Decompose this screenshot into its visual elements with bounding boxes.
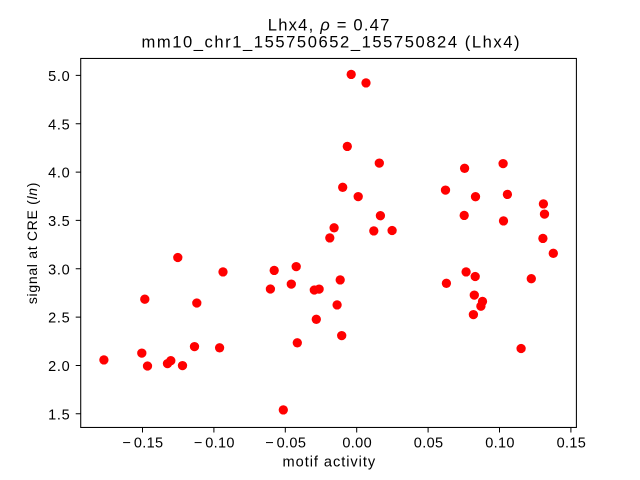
svg-text:4.5: 4.5 [48,117,70,133]
svg-text:2.5: 2.5 [48,311,70,327]
svg-text:motif activity: motif activity [283,454,377,470]
svg-text:−0.10: −0.10 [194,436,235,452]
svg-text:1.5: 1.5 [48,407,70,423]
svg-text:0.15: 0.15 [557,436,587,452]
svg-text:5.0: 5.0 [48,69,70,85]
svg-text:0.00: 0.00 [342,436,372,452]
svg-text:3.0: 3.0 [48,262,70,278]
svg-text:0.05: 0.05 [414,436,444,452]
svg-text:0.10: 0.10 [485,436,515,452]
svg-text:3.5: 3.5 [48,214,70,230]
svg-text:Lhx4, ρ = 0.47: Lhx4, ρ = 0.47 [268,16,391,35]
svg-text:4.0: 4.0 [48,166,70,182]
svg-text:−0.15: −0.15 [123,436,164,452]
svg-text:signal at CRE (ln): signal at CRE (ln) [24,182,40,304]
svg-text:mm10_chr1_155750652_155750824: mm10_chr1_155750652_155750824 (Lhx4) [141,32,521,51]
svg-text:−0.05: −0.05 [265,436,306,452]
svg-text:2.0: 2.0 [48,359,70,375]
